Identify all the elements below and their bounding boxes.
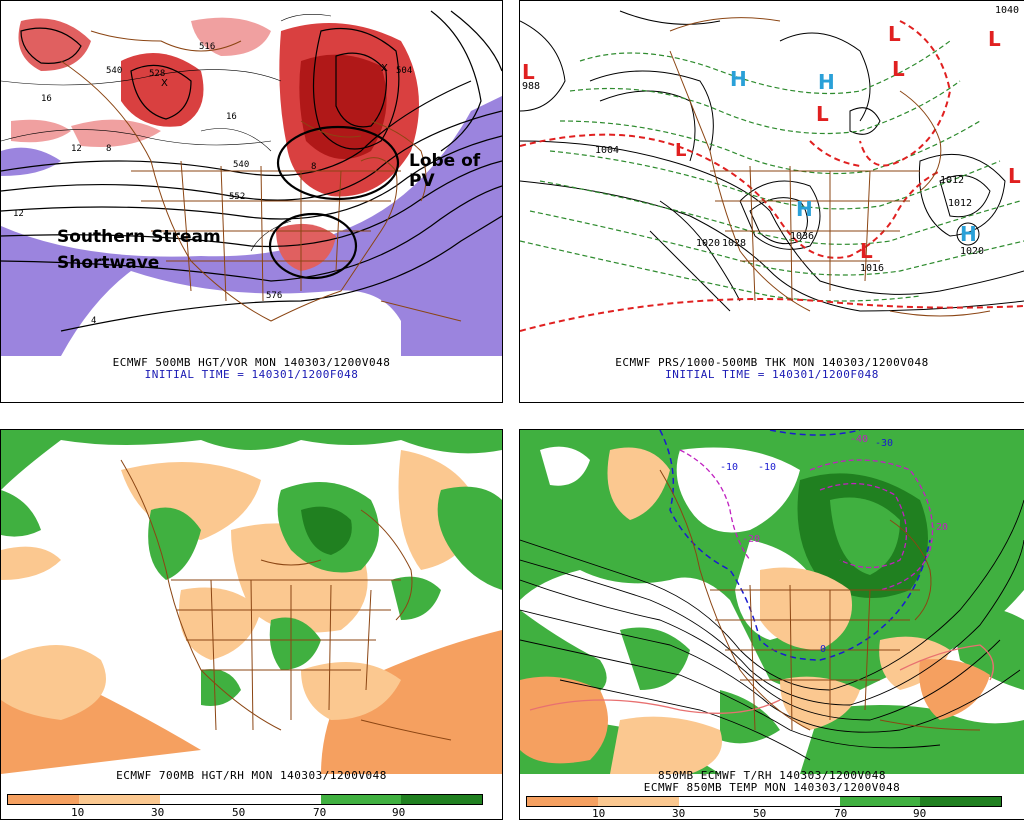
contour-label: 16 (226, 112, 237, 122)
low-pressure-symbol: L (816, 102, 829, 126)
contour-label: 516 (199, 42, 215, 52)
contour-label: 8 (311, 162, 316, 172)
panel-pressure-thickness: L H H H H L L L L L L L 988 1004 1012 10… (519, 0, 1024, 403)
contour-label: 540 (106, 66, 122, 76)
map-500mb-vorticity: X X 540 528 552 576 540 516 504 16 12 8 … (1, 1, 502, 356)
colorbar-tick: 90 (913, 807, 927, 820)
temp-label: -40 (850, 434, 868, 445)
low-pressure-symbol: L (888, 22, 901, 46)
panel-caption-2: ECMWF 850MB TEMP MON 140303/1200V048 (643, 781, 901, 794)
panel-init-time: INITIAL TIME = 140301/1200F048 (144, 368, 359, 381)
isobar-label: 1020 (696, 238, 720, 249)
low-pressure-symbol: L (522, 60, 535, 84)
low-pressure-symbol: L (675, 140, 686, 161)
low-pressure-symbol: L (988, 27, 1001, 51)
pv-lobe-circle (276, 125, 400, 201)
isobar-label: 988 (522, 81, 540, 92)
contour-label: 576 (266, 291, 282, 301)
shortwave-annotation: Shortwave (57, 253, 160, 273)
contour-label: 12 (13, 209, 24, 219)
colorbar-tick: 30 (151, 806, 165, 819)
panel-850mb-temp-rh: -10 -20 -10 0 -40 -30 -20 850MB ECMWF T/… (519, 429, 1024, 820)
contour-label: 528 (149, 69, 165, 79)
rh-colorbar (526, 796, 1002, 807)
low-pressure-symbol: L (892, 57, 905, 81)
temp-label: -30 (875, 438, 893, 449)
high-pressure-symbol: H (796, 197, 813, 221)
map-pressure-thickness: L H H H H L L L L L L L 988 1004 1012 10… (520, 1, 1024, 356)
lobe-of-pv-annotation: Lobe of PV (409, 151, 481, 191)
contour-label: 540 (233, 160, 249, 170)
isobar-label: 1012 (948, 198, 972, 209)
colorbar-tick: 30 (672, 807, 686, 820)
vort-max-label: X (161, 78, 168, 89)
panel-500mb-vorticity: X X 540 528 552 576 540 516 504 16 12 8 … (0, 0, 503, 403)
rh-colorbar (7, 794, 483, 805)
temp-label: -10 (758, 462, 776, 473)
shortwave-circle (268, 212, 358, 280)
panel-caption: ECMWF PRS/1000-500MB THK MON 140303/1200… (615, 356, 929, 369)
temp-label: -20 (742, 534, 760, 545)
panel-caption: 850MB ECMWF T/RH 140303/1200V048 (658, 769, 886, 782)
contour-label: 12 (71, 144, 82, 154)
colorbar-tick: 90 (392, 806, 406, 819)
isobar-label: 1012 (940, 175, 964, 186)
isobar-label: 1004 (595, 145, 619, 156)
colorbar-tick: 70 (313, 806, 327, 819)
contour-label: 552 (229, 192, 245, 202)
low-pressure-symbol: L (1008, 164, 1021, 188)
high-pressure-symbol: H (960, 222, 977, 246)
panel-700mb-rh: ECMWF 700MB HGT/RH MON 140303/1200V048 1… (0, 429, 503, 820)
temp-label: 0 (820, 644, 826, 655)
colorbar-tick: 50 (232, 806, 246, 819)
isobar-label: 1028 (722, 238, 746, 249)
contour-label: 16 (41, 94, 52, 104)
colorbar-tick: 70 (834, 807, 848, 820)
isobar-label: 1020 (960, 246, 984, 257)
panel-init-time: INITIAL TIME = 140301/1200F048 (665, 368, 879, 381)
vort-max-label: X (381, 63, 388, 74)
colorbar-tick: 10 (592, 807, 606, 820)
isobar-label: 1036 (790, 231, 814, 242)
isobar-label: 1040 (995, 5, 1019, 16)
high-pressure-symbol: H (730, 67, 747, 91)
low-pressure-symbol: L (860, 239, 873, 263)
contour-label: 8 (106, 144, 111, 154)
isobar-label: 1016 (860, 263, 884, 274)
map-850mb-temp-rh: -10 -20 -10 0 -40 -30 -20 (520, 430, 1024, 774)
temp-label: -20 (930, 522, 948, 533)
panel-caption: ECMWF 700MB HGT/RH MON 140303/1200V048 (116, 769, 387, 782)
colorbar-tick: 10 (71, 806, 85, 819)
high-center-circle (956, 222, 980, 246)
contour-label: 4 (91, 316, 96, 326)
panel-caption: ECMWF 500MB HGT/VOR MON 140303/1200V048 (112, 356, 391, 369)
temp-label: -10 (720, 462, 738, 473)
colorbar-tick: 50 (753, 807, 767, 820)
high-pressure-symbol: H (818, 70, 835, 94)
map-700mb-rh (1, 430, 502, 774)
southern-stream-annotation: Southern Stream (57, 227, 221, 247)
contour-label: 504 (396, 66, 412, 76)
